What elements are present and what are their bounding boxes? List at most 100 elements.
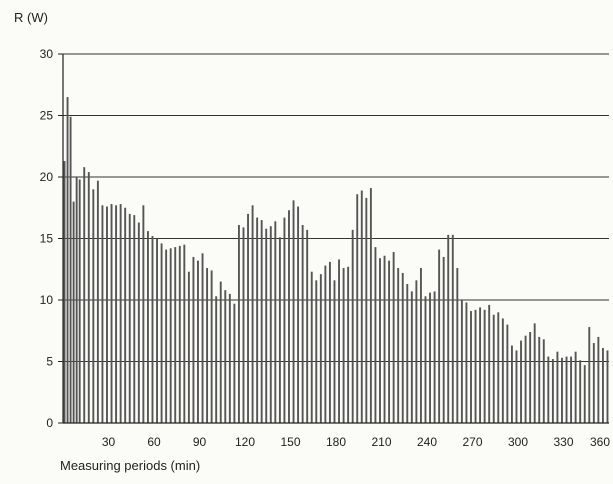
bar xyxy=(497,312,500,423)
bar xyxy=(606,350,609,423)
bar xyxy=(92,189,95,423)
bar xyxy=(265,228,268,423)
bar xyxy=(115,205,118,423)
bar xyxy=(479,307,482,423)
bar xyxy=(169,248,172,423)
bar xyxy=(315,280,318,423)
bar xyxy=(106,206,108,423)
bar xyxy=(447,234,450,423)
bar xyxy=(187,271,190,423)
bar xyxy=(201,253,204,423)
bar xyxy=(419,268,422,423)
bar xyxy=(401,272,404,423)
bar xyxy=(538,336,541,423)
bar xyxy=(347,266,350,423)
bar xyxy=(319,274,322,423)
bar xyxy=(424,296,427,423)
bar xyxy=(542,339,545,423)
bar xyxy=(369,188,372,423)
x-axis-label: Measuring periods (min) xyxy=(60,458,200,473)
y-tick-label: 10 xyxy=(40,293,54,307)
bar xyxy=(356,194,359,423)
bar xyxy=(297,206,300,423)
x-tick-label: 210 xyxy=(371,435,391,449)
y-axis-label: R (W) xyxy=(14,10,48,25)
bar xyxy=(242,227,245,423)
gridlines xyxy=(63,53,609,362)
bar xyxy=(529,331,532,423)
y-tick-label: 5 xyxy=(46,355,53,369)
bar xyxy=(410,291,413,423)
bar xyxy=(597,336,600,423)
x-tick-label: 270 xyxy=(462,435,482,449)
bar xyxy=(579,360,582,423)
bar xyxy=(306,229,309,423)
bar xyxy=(160,243,163,423)
bar xyxy=(78,179,81,423)
bar xyxy=(278,237,281,423)
bar xyxy=(256,217,259,423)
bar xyxy=(365,197,368,423)
bar xyxy=(165,249,168,423)
bar xyxy=(247,213,249,423)
bar xyxy=(583,365,586,423)
bar xyxy=(392,252,395,423)
bar xyxy=(442,256,445,423)
bar xyxy=(324,265,327,423)
bar xyxy=(219,281,222,423)
bar xyxy=(506,324,509,423)
x-tick-label: 180 xyxy=(326,435,346,449)
bar xyxy=(333,280,336,423)
bar xyxy=(397,268,400,423)
bar xyxy=(515,350,518,423)
bar xyxy=(342,268,345,423)
bar xyxy=(174,247,177,423)
bar xyxy=(192,256,195,423)
bar xyxy=(474,309,477,423)
bar xyxy=(110,204,113,423)
bar xyxy=(338,259,340,423)
bar xyxy=(456,268,459,423)
bar xyxy=(87,172,90,423)
bar xyxy=(574,351,577,423)
bar xyxy=(465,302,468,423)
bar xyxy=(524,335,527,423)
bar xyxy=(228,293,231,423)
bar xyxy=(66,97,69,424)
bar xyxy=(406,284,409,423)
bar xyxy=(151,236,154,423)
bar xyxy=(588,327,591,423)
y-tick-label: 15 xyxy=(40,232,54,246)
bar xyxy=(483,309,486,423)
bar xyxy=(460,300,463,423)
bar xyxy=(137,222,140,423)
bar xyxy=(274,221,277,423)
bar xyxy=(233,303,236,423)
bar xyxy=(360,190,363,423)
bar xyxy=(83,167,86,423)
bar xyxy=(206,268,209,423)
bar xyxy=(561,357,563,423)
bar xyxy=(288,210,290,423)
bar xyxy=(488,304,491,423)
bar xyxy=(183,244,186,423)
bar-series xyxy=(63,97,609,424)
bar xyxy=(210,270,213,423)
bar xyxy=(388,260,391,423)
x-tick-label: 30 xyxy=(102,435,116,449)
bar xyxy=(379,258,381,423)
bar xyxy=(128,213,131,423)
bar xyxy=(533,323,536,423)
bar xyxy=(301,224,304,423)
x-tick-label: 150 xyxy=(280,435,300,449)
bar xyxy=(283,217,286,423)
bar xyxy=(269,226,272,423)
bar xyxy=(178,245,181,423)
bar xyxy=(374,247,377,423)
x-tick-label: 60 xyxy=(147,435,161,449)
bar xyxy=(438,249,441,423)
bar xyxy=(383,255,386,423)
bar xyxy=(63,161,66,423)
bar xyxy=(146,231,149,423)
bar xyxy=(156,238,158,423)
